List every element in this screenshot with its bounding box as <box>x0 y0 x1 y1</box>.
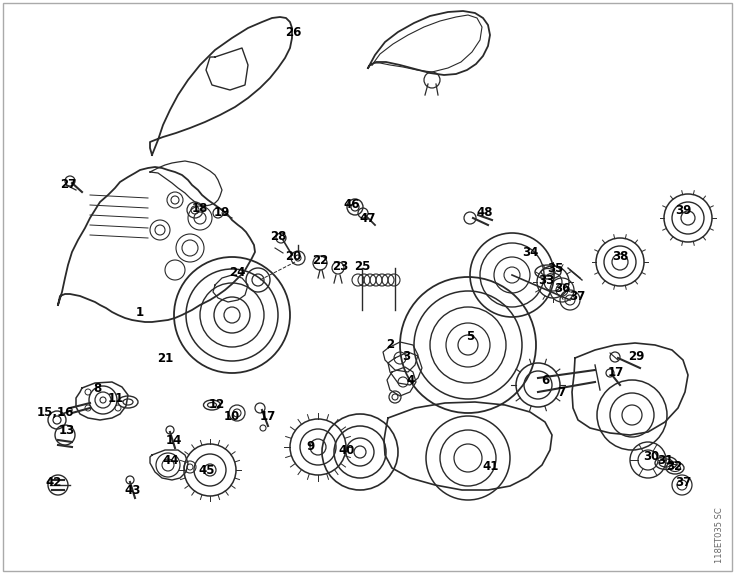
Text: 2: 2 <box>386 338 394 351</box>
Text: 22: 22 <box>312 254 328 267</box>
Text: 26: 26 <box>284 25 301 38</box>
Text: 33: 33 <box>538 273 554 286</box>
Text: 29: 29 <box>628 350 644 363</box>
Text: 20: 20 <box>285 250 301 263</box>
Text: 19: 19 <box>214 207 230 219</box>
Text: 10: 10 <box>224 409 240 422</box>
Text: 42: 42 <box>46 475 62 488</box>
Text: 6: 6 <box>541 374 549 387</box>
Text: 39: 39 <box>675 204 691 218</box>
Text: 25: 25 <box>354 259 370 273</box>
Text: 13: 13 <box>59 425 75 437</box>
Text: 31: 31 <box>657 455 673 467</box>
Text: 15,16: 15,16 <box>36 405 74 418</box>
Text: 35: 35 <box>547 262 563 274</box>
Text: 28: 28 <box>270 231 286 243</box>
Text: 4: 4 <box>407 374 415 387</box>
Text: 21: 21 <box>157 351 173 364</box>
Text: 118ET035 SC: 118ET035 SC <box>715 507 725 563</box>
Text: 41: 41 <box>483 460 499 472</box>
Text: 38: 38 <box>612 250 628 263</box>
Text: 47: 47 <box>360 211 376 224</box>
Text: 1: 1 <box>136 307 144 320</box>
Text: 46: 46 <box>344 199 360 211</box>
Text: 23: 23 <box>332 261 348 273</box>
Text: 37: 37 <box>675 475 691 488</box>
Text: 44: 44 <box>162 455 179 467</box>
Text: 12: 12 <box>209 398 225 410</box>
Text: 36: 36 <box>553 281 570 294</box>
Text: 24: 24 <box>229 266 245 280</box>
Text: 18: 18 <box>192 201 208 215</box>
Text: 3: 3 <box>402 350 410 363</box>
Text: 7: 7 <box>557 386 565 398</box>
Text: 48: 48 <box>477 207 493 219</box>
Text: 5: 5 <box>466 329 474 343</box>
Text: 11: 11 <box>108 393 124 405</box>
Text: 17: 17 <box>608 366 624 378</box>
Text: 37: 37 <box>569 290 585 304</box>
Text: 27: 27 <box>60 179 76 192</box>
Text: 45: 45 <box>198 464 215 478</box>
Text: 17: 17 <box>260 410 276 424</box>
Text: 32: 32 <box>666 460 682 472</box>
Text: 8: 8 <box>93 382 101 395</box>
Text: 34: 34 <box>522 246 538 258</box>
Text: 43: 43 <box>125 484 141 498</box>
Text: 30: 30 <box>643 449 659 463</box>
Text: 9: 9 <box>307 440 315 452</box>
Text: 40: 40 <box>339 444 355 457</box>
Text: 14: 14 <box>166 435 182 448</box>
